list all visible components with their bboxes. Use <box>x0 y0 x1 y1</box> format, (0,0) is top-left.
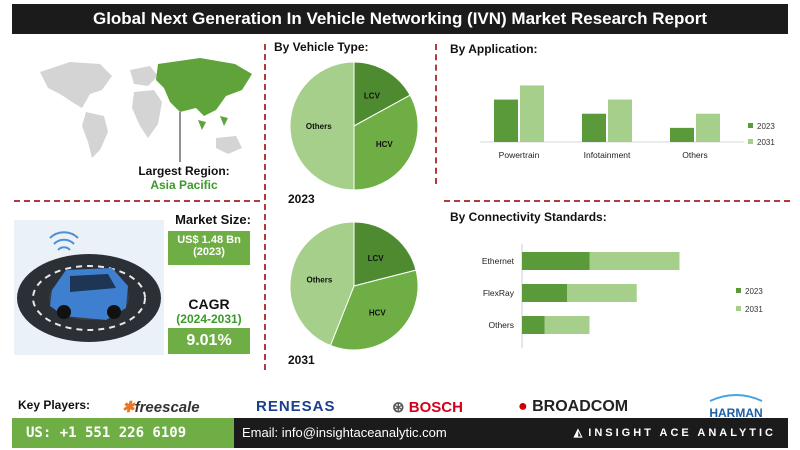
connectivity-bar-chart: Ethernet FlexRay Others 2023 2031 <box>482 244 763 348</box>
bosch-text: BOSCH <box>408 399 463 416</box>
harman-swoosh-icon <box>709 394 763 402</box>
pie-2031-slice-others <box>289 221 355 347</box>
divider-left-horizontal <box>14 200 260 202</box>
pie-2023-label-lcv: LCV <box>364 92 381 101</box>
pie-2031-label-hcv: HCV <box>369 308 387 317</box>
pie-2031-slice-hcv <box>329 269 419 351</box>
divider-right-top <box>435 44 437 184</box>
phone-number[interactable]: US: +1 551 226 6109 <box>12 418 234 448</box>
connectivity-legend-swatch-2023 <box>736 288 741 293</box>
market-size-label: Market Size: <box>175 212 251 227</box>
connectivity-legend-swatch-2031 <box>736 306 741 311</box>
freescale-logo: ✱freescale <box>122 398 200 416</box>
pie-2023-year: 2023 <box>288 192 315 206</box>
broadcom-mark-icon: ● <box>518 398 528 415</box>
divider-right-horizontal <box>444 200 790 202</box>
bosch-mark-icon: ⊛ <box>392 399 405 416</box>
renesas-logo: RENESAS <box>256 398 336 415</box>
application-tick-infotainment: Infotainment <box>584 150 631 160</box>
application-legend-swatch-2031 <box>748 139 753 144</box>
brand-logo-icon: ◭ <box>573 427 583 439</box>
pie-2023-slice-hcv <box>353 94 419 191</box>
broadcom-logo: ● BROADCOM <box>518 398 628 416</box>
pie-2023-label-others: Others <box>306 122 332 131</box>
freescale-mark-icon: ✱ <box>122 399 135 416</box>
vehicle-type-pie-2031: LCV HCV Others <box>289 221 419 351</box>
market-size-year: (2023) <box>193 246 225 258</box>
application-bar-others-2023 <box>670 127 694 142</box>
page-title: Global Next Generation In Vehicle Networ… <box>12 4 788 34</box>
pie-2023-label-hcv: HCV <box>376 140 394 149</box>
pie-2031-year: 2031 <box>288 353 315 367</box>
cagr-value: 9.01% <box>168 328 250 354</box>
market-size-box: US$ 1.48 Bn (2023) <box>168 231 250 265</box>
connectivity-bar-ethernet-2023 <box>522 252 590 270</box>
application-bar-infotainment-2031 <box>608 99 632 142</box>
application-bar-others-2031 <box>696 113 720 142</box>
vehicle-type-title: By Vehicle Type: <box>274 40 369 54</box>
connectivity-tick-flexray: FlexRay <box>483 288 515 298</box>
application-bar-powertrain-2023 <box>494 99 518 142</box>
email-text: Email: info@insightaceanalytic.com <box>242 425 447 440</box>
connected-car-illustration <box>14 220 164 355</box>
pie-2031-label-lcv: LCV <box>368 254 385 263</box>
connectivity-legend-2023: 2023 <box>745 287 763 296</box>
connectivity-title: By Connectivity Standards: <box>450 210 607 224</box>
pie-2023-slice-others <box>289 61 355 191</box>
market-size-value: US$ 1.48 Bn <box>177 234 241 246</box>
cagr-label: CAGR <box>188 296 230 312</box>
email-contact[interactable]: Email: info@insightaceanalytic.com ◭ INS… <box>234 418 788 448</box>
harman-logo: HARMAN <box>706 392 766 420</box>
application-bar-infotainment-2023 <box>582 113 606 142</box>
connectivity-bar-flexray-2023 <box>522 284 567 302</box>
connectivity-tick-others: Others <box>488 320 514 330</box>
pie-2023-slice-lcv <box>353 61 411 127</box>
connectivity-tick-ethernet: Ethernet <box>482 256 515 266</box>
connectivity-bar-others-2031 <box>544 316 590 334</box>
application-legend-2031: 2031 <box>757 138 775 147</box>
connectivity-bar-flexray-2031 <box>567 284 637 302</box>
application-title: By Application: <box>450 42 538 56</box>
pie-2031-slice-lcv <box>353 221 417 287</box>
application-tick-powertrain: Powertrain <box>499 150 540 160</box>
harman-text: HARMAN <box>709 406 763 420</box>
cagr-period: (2024-2031) <box>176 312 242 326</box>
brand-text: INSIGHT ACE ANALYTIC <box>588 427 776 439</box>
application-tick-others: Others <box>682 150 708 160</box>
connectivity-legend-2031: 2031 <box>745 305 763 314</box>
application-bar-chart: Powertrain Infotainment Others 2023 2031 <box>480 85 775 160</box>
connectivity-bar-others-2023 <box>522 316 545 334</box>
region-value: Asia Pacific <box>150 178 218 192</box>
broadcom-text: BROADCOM <box>532 398 629 415</box>
freescale-text: freescale <box>134 399 200 416</box>
asia-pacific-region <box>156 58 252 116</box>
bosch-logo: ⊛ BOSCH <box>392 398 463 416</box>
vehicle-type-pie-2023: LCV HCV Others <box>289 61 419 191</box>
key-players-label: Key Players: <box>18 398 91 412</box>
divider-left <box>264 44 266 370</box>
world-map <box>40 58 252 162</box>
application-bar-powertrain-2031 <box>520 85 544 142</box>
connectivity-bar-ethernet-2031 <box>589 252 680 270</box>
pie-2031-label-others: Others <box>307 275 333 284</box>
application-legend-2023: 2023 <box>757 122 775 131</box>
region-label: Largest Region: <box>138 164 230 178</box>
brand-name: ◭ INSIGHT ACE ANALYTIC <box>574 418 776 448</box>
application-legend-swatch-2023 <box>748 123 753 128</box>
